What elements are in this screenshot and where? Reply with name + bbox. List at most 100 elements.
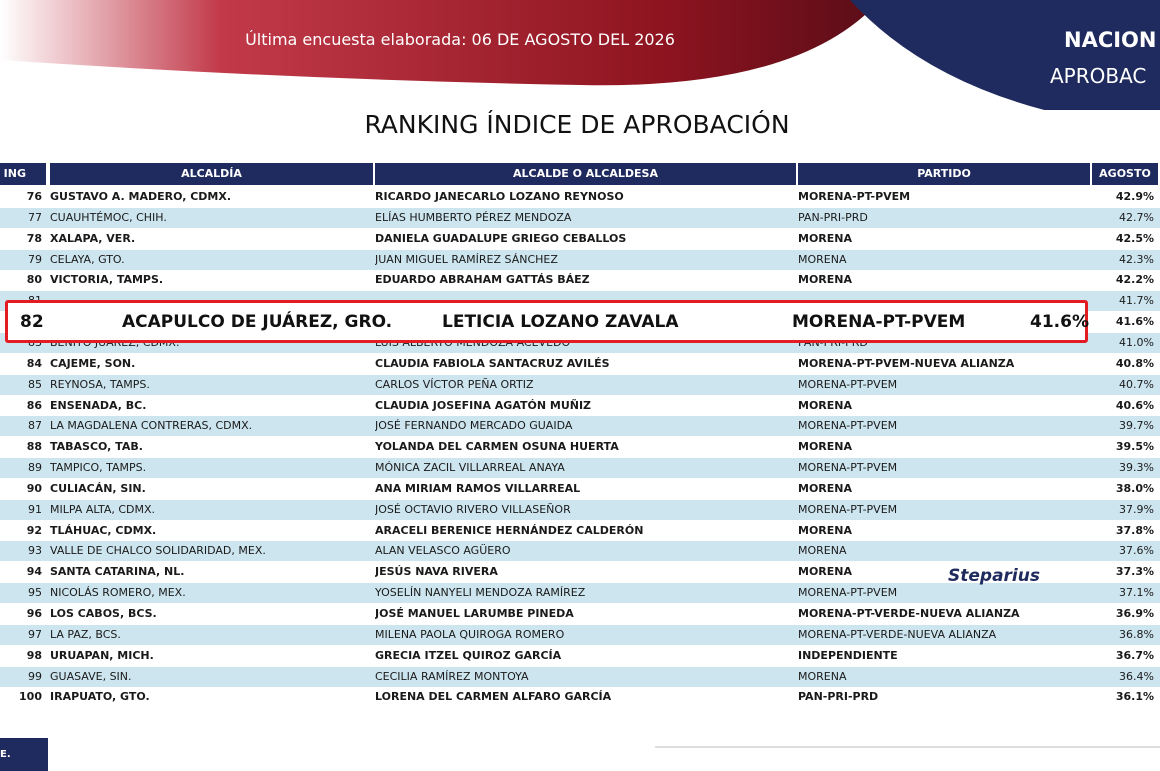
cell-partido: MORENA	[798, 523, 853, 537]
cell-rank: 86	[26, 398, 42, 412]
column-header: ALCALDÍA	[50, 163, 375, 185]
cell-partido: INDEPENDIENTE	[798, 648, 898, 662]
row-bg	[0, 645, 1160, 666]
cell-partido: MORENA	[798, 565, 853, 579]
cell-partido: MORENA	[798, 544, 847, 558]
cell-alcaldia: GUASAVE, SIN.	[50, 669, 132, 683]
row-bg	[0, 583, 1160, 604]
cell-agosto: 42.9%	[1115, 190, 1154, 203]
cell-partido: MORENA	[798, 481, 853, 495]
cell-alcalde: JOSÉ FERNANDO MERCADO GUAIDA	[375, 419, 573, 433]
cell-alcaldia: MILPA ALTA, CDMX.	[50, 502, 156, 516]
cell-partido: MORENA-PT-PVEM	[798, 419, 898, 433]
cell-agosto: 36.4%	[1119, 669, 1154, 683]
highlight-partido: MORENA-PT-PVEM	[792, 312, 966, 332]
cell-partido: MORENA-PT-PVEM	[798, 586, 898, 600]
cell-alcaldia: CELAYA, GTO.	[50, 252, 125, 266]
cell-alcalde: LORENA DEL CARMEN ALFARO GARCÍA	[375, 690, 612, 704]
cell-alcalde: CLAUDIA JOSEFINA AGATÓN MUÑIZ	[375, 398, 592, 412]
cell-agosto: 38.0%	[1115, 481, 1154, 495]
cell-agosto: 40.6%	[1115, 398, 1154, 412]
row-bg	[0, 499, 1160, 520]
cell-agosto: 36.9%	[1115, 607, 1154, 620]
cell-alcalde: EDUARDO ABRAHAM GATTÁS BÁEZ	[375, 273, 590, 287]
cell-alcaldia: TABASCO, TAB.	[50, 440, 143, 454]
footer-badge: E.	[0, 738, 48, 771]
cell-partido: MORENA-PT-PVEM	[798, 461, 898, 475]
cell-rank: 79	[28, 252, 42, 266]
row-bg	[0, 416, 1160, 437]
row-bg	[0, 374, 1160, 395]
cell-alcaldia: REYNOSA, TAMPS.	[50, 377, 150, 391]
cell-agosto: 37.6%	[1119, 544, 1154, 558]
cell-alcalde: MÓNICA ZACIL VILLARREAL ANAYA	[375, 461, 565, 475]
row-bg	[0, 478, 1160, 499]
column-header: ALCALDE O ALCALDESA	[375, 163, 798, 185]
cell-alcaldia: URUAPAN, MICH.	[50, 648, 154, 662]
cell-agosto: 39.5%	[1115, 440, 1154, 454]
row-bg	[0, 687, 1160, 708]
cell-rank: 97	[28, 627, 42, 641]
cell-agosto: 40.8%	[1115, 356, 1154, 370]
cell-rank: 96	[26, 607, 42, 620]
survey-date: Última encuesta elaborada: 06 DE AGOSTO …	[245, 30, 675, 49]
column-header: ING	[0, 163, 48, 185]
cell-rank: 80	[26, 273, 42, 287]
cell-alcaldia: TAMPICO, TAMPS.	[50, 461, 147, 475]
cell-agosto: 42.7%	[1119, 210, 1154, 224]
highlight-agosto: 41.6%	[1030, 312, 1089, 332]
cell-rank: 92	[26, 523, 42, 537]
cell-alcaldia: LA MAGDALENA CONTRERAS, CDMX.	[50, 419, 253, 433]
cell-rank: 89	[28, 461, 42, 475]
cell-alcaldia: VICTORIA, TAMPS.	[50, 273, 164, 287]
cell-agosto: 36.8%	[1119, 627, 1154, 641]
cell-partido: MORENA-PT-PVEM	[798, 377, 898, 391]
row-bg	[0, 562, 1160, 583]
row-bg	[0, 395, 1160, 416]
cell-alcalde: YOSELÍN NANYELI MENDOZA RAMÍREZ	[375, 586, 586, 600]
cell-partido: MORENA-PT-VERDE-NUEVA ALIANZA	[798, 607, 1020, 620]
cell-alcaldia: ENSENADA, BC.	[50, 398, 147, 412]
cell-partido: PAN-PRI-PRD	[798, 210, 868, 224]
cell-alcalde: JUAN MIGUEL RAMÍREZ SÁNCHEZ	[375, 252, 558, 266]
cell-agosto: 37.9%	[1119, 502, 1154, 516]
row-bg	[0, 270, 1160, 291]
row-bg	[0, 520, 1160, 541]
banner	[0, 0, 1160, 110]
cell-agosto: 42.3%	[1119, 252, 1154, 266]
cell-alcaldia: SANTA CATARINA, NL.	[50, 565, 185, 579]
footer-rule	[655, 746, 1160, 748]
cell-rank: 98	[26, 648, 42, 662]
cell-rank: 95	[28, 586, 42, 600]
cell-rank: 85	[28, 377, 42, 391]
cell-rank: 88	[26, 440, 42, 454]
corner-subtitle: APROBAC	[1050, 64, 1147, 88]
cell-rank: 78	[26, 231, 42, 245]
cell-alcalde: ARACELI BERENICE HERNÁNDEZ CALDERÓN	[375, 523, 644, 537]
row-bg	[0, 207, 1160, 228]
cell-partido: MORENA	[798, 440, 853, 454]
cell-agosto: 37.8%	[1115, 523, 1154, 537]
cell-partido: MORENA-PT-PVEM-NUEVA ALIANZA	[798, 356, 1015, 370]
cell-partido: MORENA	[798, 273, 853, 287]
row-bg	[0, 458, 1160, 479]
cell-alcalde: ALAN VELASCO AGÜERO	[375, 544, 511, 558]
cell-rank: 87	[28, 419, 42, 433]
row-bg	[0, 541, 1160, 562]
cell-alcaldia: TLÁHUAC, CDMX.	[50, 523, 157, 537]
cell-rank: 100	[19, 690, 42, 704]
highlight-rank: 82	[20, 312, 44, 332]
cell-alcaldia: NICOLÁS ROMERO, MEX.	[50, 586, 186, 600]
row-bg	[0, 666, 1160, 687]
cell-rank: 77	[28, 210, 42, 224]
cell-partido: PAN-PRI-PRD	[798, 690, 879, 704]
cell-agosto: 39.3%	[1119, 461, 1154, 475]
cell-alcalde: MILENA PAOLA QUIROGA ROMERO	[375, 627, 565, 641]
cell-alcalde: CLAUDIA FABIOLA SANTACRUZ AVILÉS	[375, 356, 610, 370]
watermark: Steparius	[948, 566, 1040, 586]
cell-alcalde: ELÍAS HUMBERTO PÉREZ MENDOZA	[375, 210, 572, 224]
cell-partido: MORENA	[798, 398, 853, 412]
row-bg	[0, 353, 1160, 374]
cell-agosto: 39.7%	[1119, 419, 1154, 433]
row-bg	[0, 437, 1160, 458]
